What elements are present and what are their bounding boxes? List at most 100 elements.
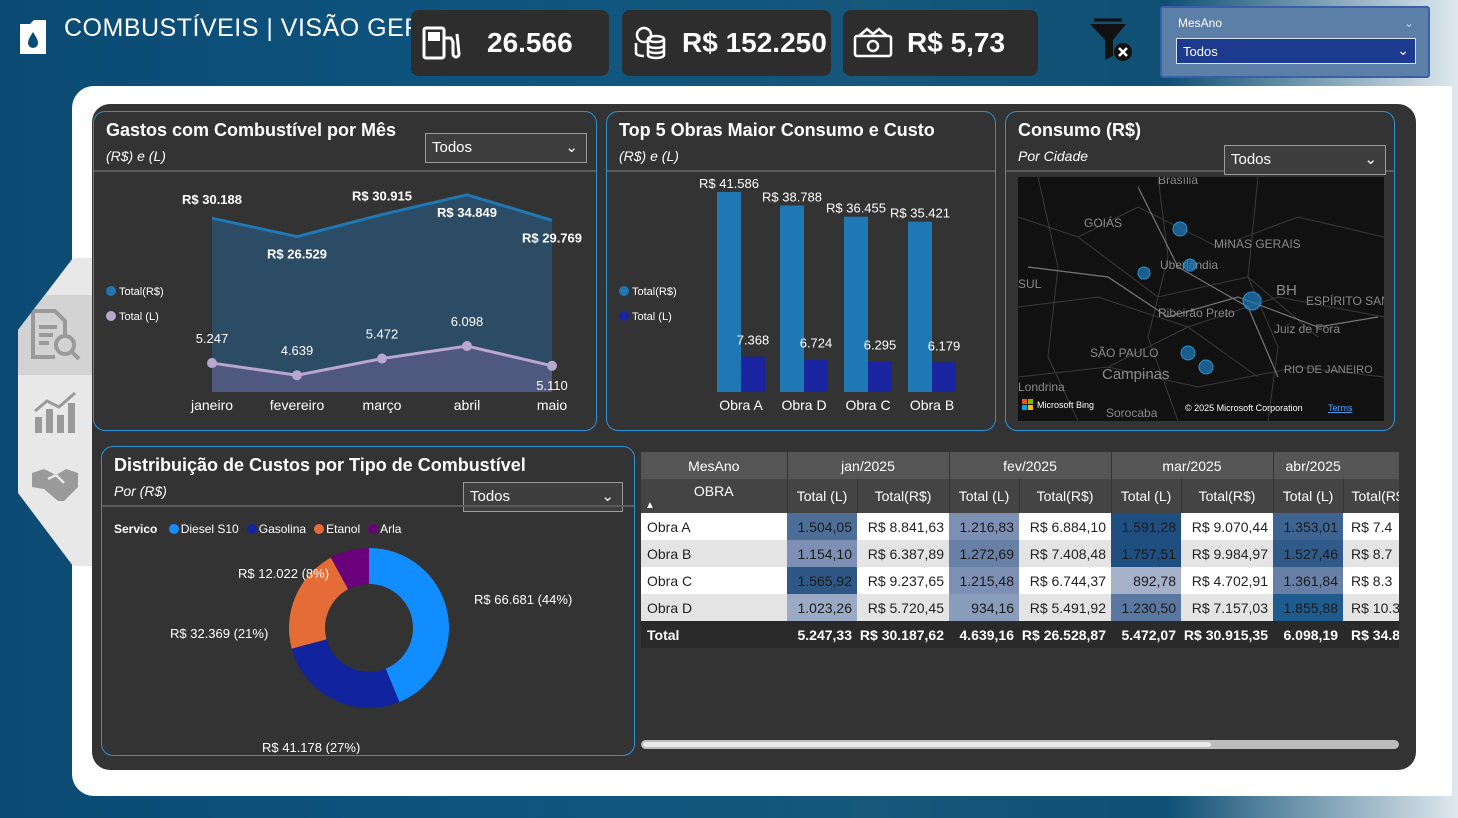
bar-total-l[interactable] [741, 356, 765, 392]
liters-point[interactable] [292, 370, 302, 381]
column-header[interactable]: Total (L) [787, 479, 858, 513]
map-dropdown[interactable]: Todos ⌄ [1224, 145, 1386, 175]
card-title: Gastos com Combustível por Mês [106, 120, 397, 140]
data-label: R$ 41.178 (27%) [262, 740, 360, 754]
column-header[interactable]: Total(R$) [1343, 479, 1399, 513]
sort-asc-icon[interactable]: ▲ [645, 500, 655, 511]
card-subtitle: (R$) e (L) [106, 148, 166, 164]
monthly-line-chart: R$ 30.188 5.247 janeiro R$ 26.529 4.639 fever… [182, 189, 582, 413]
map-terms-link[interactable]: Terms [1328, 403, 1353, 413]
monthly-dropdown[interactable]: Todos ⌄ [425, 133, 587, 163]
x-tick-label: fevereiro [270, 397, 325, 413]
legend-label: Arla [380, 522, 402, 536]
map-label: Ribeirão Preto [1158, 306, 1235, 320]
total-cell: R$ 34.8 [1343, 621, 1399, 648]
legend-label: Total (L) [119, 311, 159, 323]
map-bubble[interactable] [1172, 221, 1188, 237]
total-row: Total 5.247,33 R$ 30.187,62 4.639,16 R$ 26.5… [641, 621, 1399, 648]
table-cell: R$ 8.841,63 [857, 513, 949, 540]
table-cell: R$ 9.070,44 [1181, 513, 1273, 540]
donut-dropdown[interactable]: Todos ⌄ [463, 482, 623, 512]
map-bubble[interactable] [1183, 258, 1197, 272]
mesano-slicer-select[interactable]: Todos ⌄ [1176, 38, 1416, 64]
chevron-down-icon[interactable]: ⌄ [1403, 16, 1414, 30]
table-row[interactable]: Obra B 1.154,10 R$ 6.387,89 1.272,69 R$ 7.40… [641, 540, 1399, 567]
column-header[interactable]: fev/2025 [949, 452, 1112, 479]
scrollbar-thumb[interactable] [643, 742, 1211, 747]
column-header[interactable]: Total(R$) [857, 479, 950, 513]
column-header[interactable]: Total (L) [1111, 479, 1182, 513]
bar-total-rs[interactable] [717, 192, 741, 392]
legend-item[interactable]: Diesel S10 [168, 522, 239, 536]
map-label: Juiz de Fora [1274, 322, 1340, 336]
data-label: 5.110 [536, 378, 568, 393]
legend-label: Gasolina [258, 522, 307, 536]
column-header[interactable]: Total(R$) [1019, 479, 1112, 513]
legend-title: Servico [114, 522, 158, 536]
map-label: Sorocaba [1106, 406, 1158, 420]
liters-point[interactable] [462, 341, 472, 352]
map-bubble[interactable] [1180, 345, 1196, 361]
legend-item[interactable]: Etanol [314, 522, 360, 536]
legend-item[interactable]: Arla [368, 522, 401, 536]
map-label: Londrina [1018, 380, 1065, 394]
monthly-legend: Total(R$) Total (L) [106, 280, 164, 330]
kpi-card-avg-price: R$ 5,73 [843, 10, 1038, 76]
fuel-type-card: Distribuição de Custos por Tipo de Combu… [101, 446, 635, 756]
legend-item[interactable]: Gasolina [246, 522, 307, 536]
column-header[interactable]: mar/2025 [1111, 452, 1274, 479]
data-label: 5.472 [366, 327, 399, 342]
row-label: Obra C [641, 567, 787, 594]
table-cell: R$ 6.744,37 [1019, 567, 1111, 594]
table-row[interactable]: Obra A 1.504,05 R$ 8.841,63 1.216,83 R$ 6.88… [641, 513, 1399, 540]
bar-total-rs[interactable] [844, 216, 868, 392]
donut-slice[interactable] [330, 548, 369, 590]
table-cell: R$ 7.408,48 [1019, 540, 1111, 567]
map-bubble[interactable] [1198, 359, 1214, 375]
bar-total-l[interactable] [932, 362, 956, 392]
table-cell: 1.855,88 [1273, 594, 1343, 621]
data-label: R$ 29.769 [522, 230, 582, 245]
liters-point[interactable] [547, 360, 557, 371]
bar-chart-icon [34, 391, 76, 433]
clear-filter-icon[interactable] [1086, 18, 1136, 64]
card-title: Consumo (R$) [1018, 120, 1141, 140]
data-label: 6.179 [928, 338, 961, 353]
column-header[interactable]: Total (L) [1273, 479, 1344, 513]
nav-overview-button[interactable] [18, 295, 92, 375]
card-subtitle: Por (R$) [114, 483, 167, 499]
liters-point[interactable] [377, 353, 387, 364]
matrix-table[interactable]: MesAno jan/2025 fev/2025 mar/2025 abr/20… [641, 452, 1399, 652]
x-tick-label: maio [537, 397, 568, 413]
column-header[interactable]: jan/2025 [787, 452, 950, 479]
map-bubble[interactable] [1137, 266, 1151, 280]
bar-total-l[interactable] [868, 361, 892, 392]
bar-total-rs[interactable] [780, 205, 804, 392]
data-label: 4.639 [281, 343, 314, 358]
donut-slice[interactable] [291, 639, 400, 708]
nav-partners-button[interactable] [18, 445, 92, 525]
map-bubble[interactable] [1242, 291, 1262, 311]
donut-slice[interactable] [369, 548, 449, 703]
table-row[interactable]: Obra C 1.565,92 R$ 9.237,65 1.215,48 R$ 6.74… [641, 567, 1399, 594]
column-header[interactable]: abr/2025 [1273, 452, 1399, 479]
column-header[interactable]: Total (L) [949, 479, 1020, 513]
liters-point[interactable] [207, 358, 217, 369]
bar-total-l[interactable] [804, 359, 828, 392]
column-header[interactable]: Total(R$) [1181, 479, 1274, 513]
donut-slice[interactable] [289, 557, 349, 649]
city-map[interactable]: Brasília GOIÁS MINAS GERAIS Uberlândia S… [1018, 177, 1384, 421]
table-cell: 1.215,48 [949, 567, 1019, 594]
map-label: GOIÁS [1084, 215, 1122, 230]
legend-label: Total (L) [632, 311, 672, 323]
mesano-slicer[interactable]: MesAno ⌄ Todos ⌄ [1160, 6, 1430, 78]
table-row[interactable]: Obra D 1.023,26 R$ 5.720,45 934,16 R$ 5.491,… [641, 594, 1399, 621]
data-label: 6.724 [800, 336, 833, 351]
column-header[interactable]: MesAno [641, 452, 788, 479]
table-cell: R$ 8.3 [1343, 567, 1399, 594]
data-label: 6.098 [451, 314, 484, 329]
nav-analysis-button[interactable] [18, 373, 92, 453]
bar-total-rs[interactable] [908, 221, 932, 392]
column-header-obra[interactable]: OBRA ▲ [641, 479, 788, 513]
chevron-down-icon: ⌄ [565, 139, 578, 156]
